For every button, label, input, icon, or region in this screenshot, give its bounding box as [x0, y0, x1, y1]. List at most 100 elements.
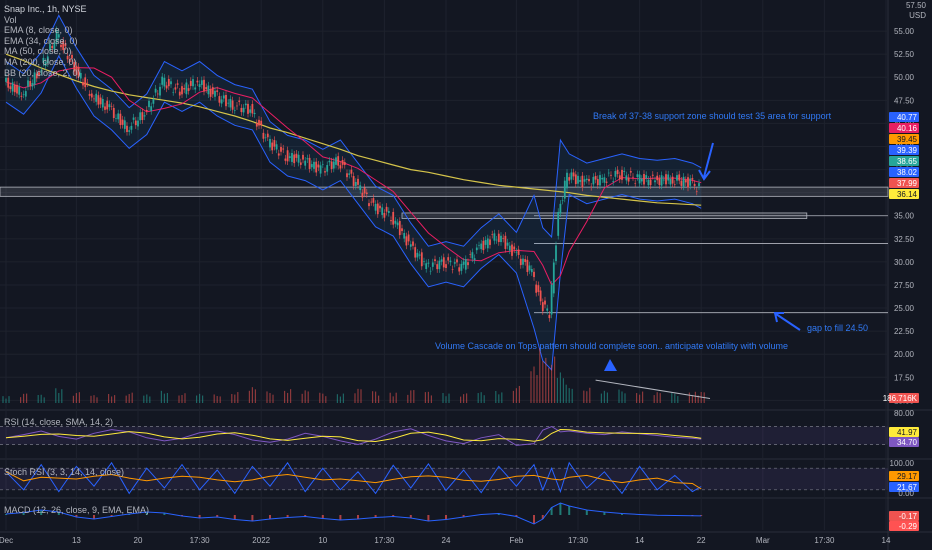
candle-body: [431, 262, 434, 267]
candle-body: [11, 82, 14, 92]
volume-bar: [248, 390, 250, 403]
candle-body: [394, 220, 397, 224]
candle-body: [200, 80, 203, 85]
candle-body: [231, 100, 234, 110]
volume-bar: [659, 393, 661, 403]
candle-body: [9, 86, 12, 90]
macd-histogram-bar: [357, 515, 359, 519]
volume-bar: [603, 390, 605, 403]
volume-bar: [166, 393, 168, 403]
candle-body: [643, 174, 645, 185]
candle-body: [209, 89, 212, 97]
macd-label[interactable]: MACD (12, 26, close, 9, EMA, EMA): [4, 505, 150, 515]
candle-body: [678, 174, 681, 181]
candle-body: [194, 87, 197, 90]
legend-vol[interactable]: Vol: [4, 14, 17, 25]
candle-body: [636, 174, 639, 178]
candle-body: [596, 179, 599, 186]
candle-body: [647, 179, 650, 186]
candle-body: [473, 258, 476, 261]
candle-body: [401, 228, 403, 232]
candle-body: [90, 93, 93, 98]
macd-histogram-bar: [251, 515, 254, 521]
candle-body: [154, 88, 157, 93]
annotation-volume-cascade[interactable]: Volume Cascade on Tops pattern should co…: [435, 341, 789, 351]
candle-body: [486, 238, 489, 249]
candle-body: [165, 85, 168, 89]
candle-body: [117, 113, 120, 120]
candle-body: [456, 259, 458, 263]
candle-body: [583, 179, 586, 182]
volume-bar: [360, 389, 362, 403]
price-badge-1-bg: [889, 123, 919, 133]
candle-body: [295, 153, 298, 158]
macd-histogram-bar: [286, 515, 289, 518]
candle-body: [330, 161, 333, 170]
price-badge-5-bg: [889, 167, 919, 177]
volume-bar: [618, 389, 620, 403]
legend-ema8[interactable]: EMA (8, close, 0): [4, 25, 73, 36]
macd-histogram-bar: [603, 512, 606, 515]
volume-bar: [480, 392, 482, 403]
candle-body: [594, 175, 597, 180]
rsi-label[interactable]: RSI (14, close, SMA, 14, 2): [4, 417, 114, 427]
volume-bar: [37, 394, 39, 403]
volume-bar: [108, 393, 110, 403]
legend-ema34[interactable]: EMA (34, close, 0): [4, 35, 78, 46]
legend-ma50[interactable]: MA (50, close, 0): [4, 46, 72, 57]
candle-body: [548, 314, 551, 319]
annotation-support-break[interactable]: Break of 37-38 support zone should test …: [593, 111, 832, 121]
symbol-title[interactable]: Snap Inc., 1h, NYSE: [4, 4, 87, 14]
price-badge-1: 40.16: [897, 124, 918, 133]
candle-body: [297, 154, 300, 163]
candle-body: [75, 65, 78, 75]
candle-body: [425, 263, 428, 269]
candle-body: [244, 103, 247, 106]
stoch-rsi-label[interactable]: Stoch RSI (3, 3, 14, 14, close): [4, 467, 125, 477]
candle-body: [585, 178, 588, 180]
candle-body: [365, 192, 368, 195]
candle-body: [379, 205, 381, 209]
candle-body: [326, 165, 329, 172]
x-tick-label-2: 20: [134, 536, 143, 545]
legend-ma200[interactable]: MA (200, close, 0): [4, 56, 77, 67]
legend-bb[interactable]: BB (20, close, 2, 0): [4, 67, 81, 78]
candle-body: [396, 222, 399, 226]
x-tick-label-3: 17:30: [190, 536, 211, 545]
volume-bar: [231, 394, 233, 403]
candle-body: [352, 176, 355, 186]
x-tick-label-5: 10: [318, 536, 327, 545]
macd-line: [5, 502, 702, 525]
volume-bar: [407, 394, 409, 403]
candle-body: [82, 82, 84, 86]
candle-body: [574, 174, 577, 185]
candle-body: [132, 117, 135, 120]
volume-bar: [674, 393, 676, 403]
annotation-gap-fill[interactable]: gap to fill 24.50: [807, 323, 869, 333]
price-badge-3-bg: [889, 145, 919, 155]
candle-body: [126, 125, 128, 132]
candle-body: [612, 181, 615, 182]
candle-body: [156, 93, 159, 95]
candle-body: [616, 169, 619, 175]
volume-bar: [114, 395, 116, 403]
volume-bar: [163, 393, 165, 403]
candle-body: [546, 308, 549, 311]
y-tick-label-55: 55.00: [894, 27, 915, 36]
candle-body: [101, 98, 104, 108]
candle-body: [123, 120, 126, 129]
candle-body: [33, 72, 36, 85]
candle-body: [603, 177, 606, 183]
volume-bar: [254, 389, 256, 403]
volume-bar: [184, 393, 186, 403]
candle-body: [544, 300, 546, 305]
macd-histogram-bar: [339, 515, 342, 520]
volume-bar: [213, 394, 215, 403]
candle-body: [163, 77, 166, 87]
candle-body: [449, 260, 452, 263]
candle-body: [29, 81, 32, 87]
rsi-badge-0: 41.97: [897, 428, 918, 437]
arrow-support-break: [698, 142, 714, 181]
